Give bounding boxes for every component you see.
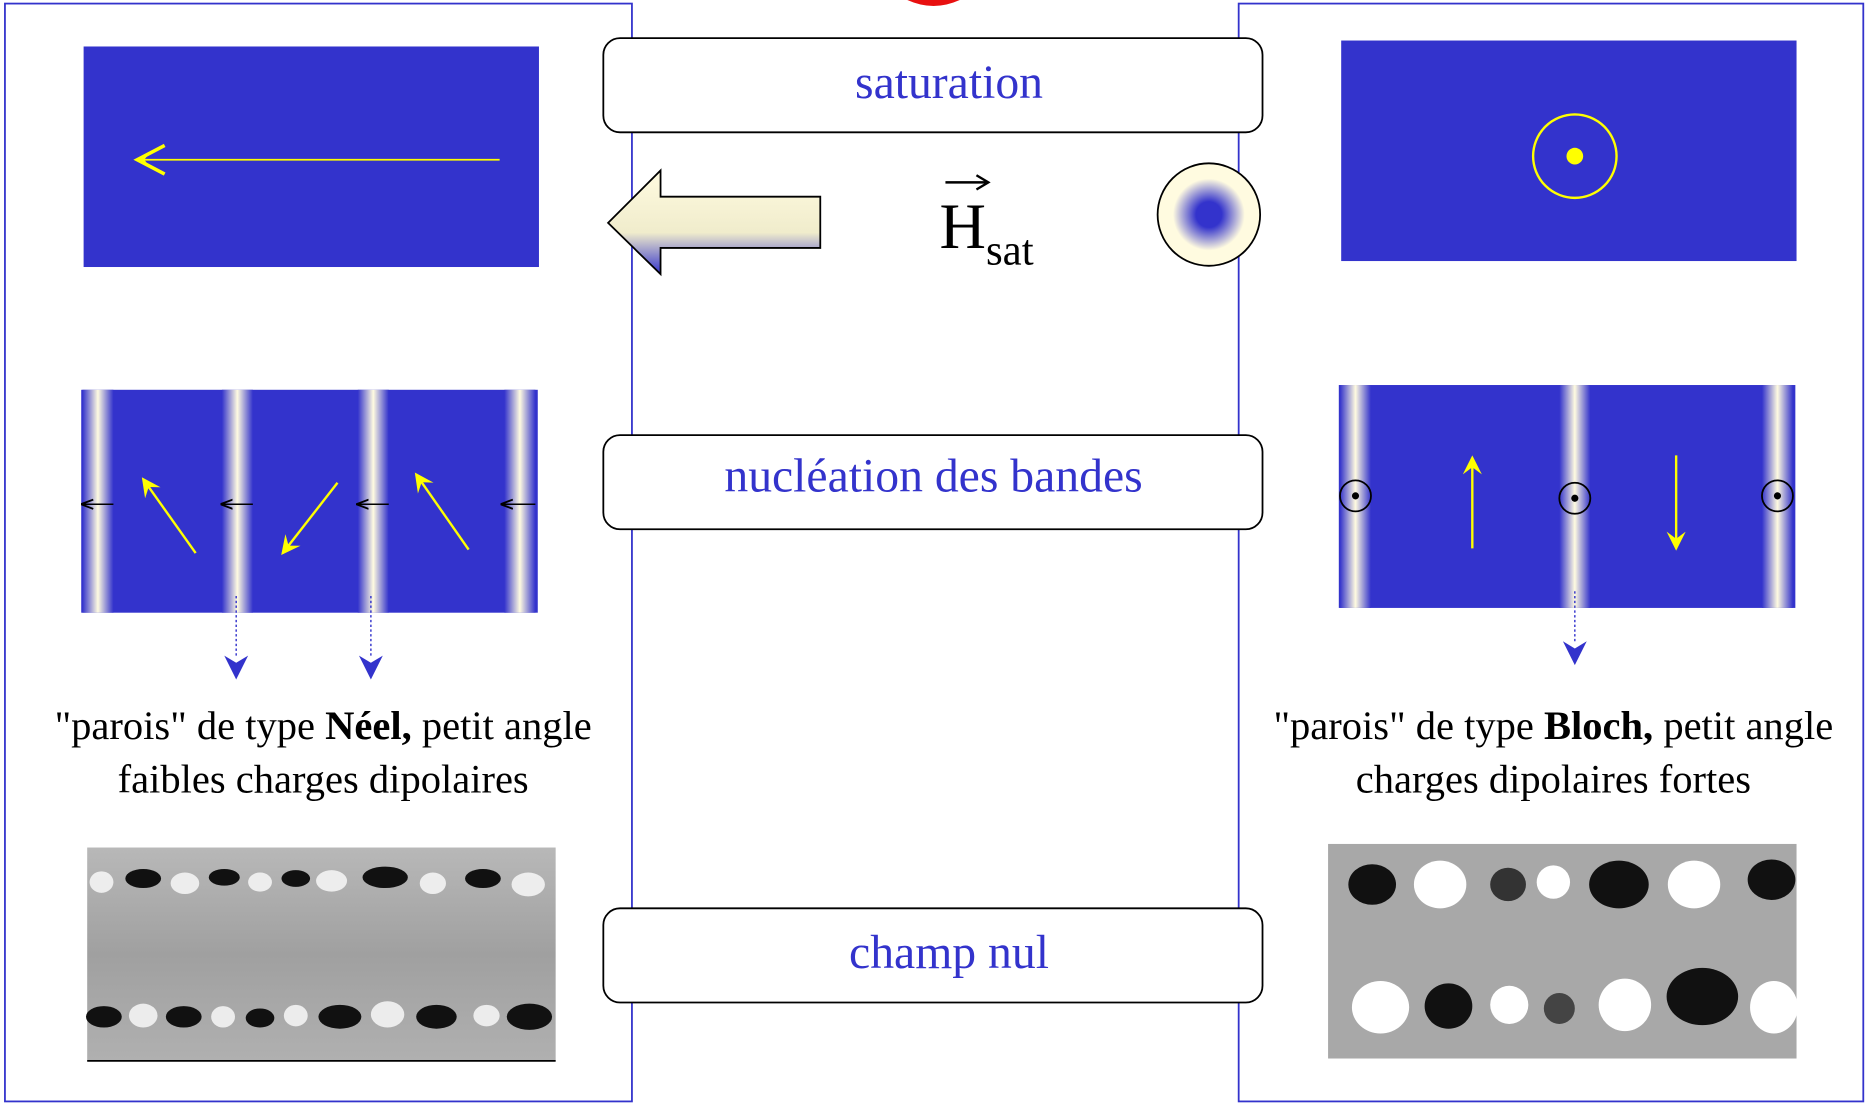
mfm-image-left — [85, 847, 556, 1062]
stage-box: saturation — [602, 37, 1264, 134]
out-of-plane-dot — [1566, 147, 1584, 165]
red-mark — [907, 0, 960, 6]
stage-box: champ nul — [602, 907, 1264, 1004]
stage-box: nucléation des bandes — [602, 434, 1264, 531]
stripe-domains-neel — [81, 389, 538, 680]
right-panel — [1237, 2, 1865, 1103]
caption-line: "parois" de type Bloch, petit angle — [1274, 703, 1834, 748]
stripe-domains-bloch — [1338, 385, 1796, 666]
caption-line: "parois" de type Néel, petit angle — [55, 703, 592, 748]
field-out-of-plane — [1156, 162, 1262, 267]
field-label: Hsat — [939, 191, 1033, 275]
film-saturated-inplane — [83, 46, 539, 268]
stage-label: saturation — [855, 57, 1043, 109]
out-of-plane-symbol — [1531, 113, 1618, 200]
arrow-head — [133, 143, 166, 176]
field-arrow — [606, 168, 822, 277]
caption-line: faibles charges dipolaires — [118, 757, 529, 802]
vector-arrow — [945, 174, 991, 191]
stage-label: champ nul — [849, 927, 1049, 979]
stage-label: nucléation des bandes — [724, 450, 1142, 502]
left-panel — [4, 2, 633, 1103]
mfm-image-right — [1328, 843, 1798, 1059]
caption-line: charges dipolaires fortes — [1356, 757, 1751, 802]
